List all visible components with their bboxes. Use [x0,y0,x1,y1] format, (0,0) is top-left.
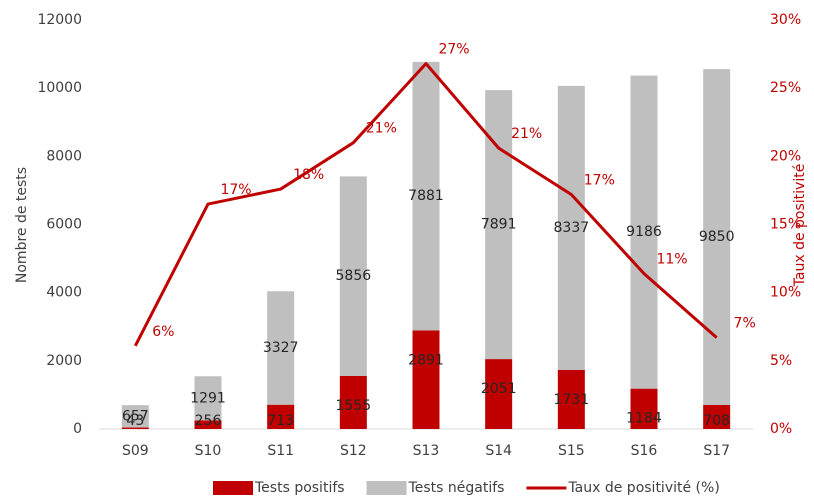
bar-label: 713 [267,413,294,429]
line-label: 11% [656,252,687,268]
legend-label: Taux de positivité (%) [567,480,719,496]
y-tick-label: 0 [73,421,82,437]
bar-label: 1555 [336,398,372,414]
bar-label: 43 [126,413,144,429]
y-tick-label: 10000 [37,80,82,96]
y2-tick-label: 25% [770,80,801,96]
bar [412,330,440,429]
bar [121,405,149,428]
line-label: 17% [220,182,251,198]
legend-swatch [213,481,253,495]
y-tick-label: 12000 [37,12,82,28]
line-label: 7% [734,316,756,332]
bar [121,427,149,429]
y2-tick-label: 10% [770,285,801,301]
bar-label: 9850 [699,229,735,245]
x-tick-label: S16 [631,443,658,459]
bar [703,69,731,405]
y2-tick-label: 30% [770,12,801,28]
bar [194,376,222,421]
bar-label: 5856 [336,268,372,284]
legend-swatch [366,481,407,495]
bar-label: 657 [122,408,149,424]
bar-label: 1291 [190,390,226,406]
bar [339,176,367,377]
bar-label: 3327 [263,340,299,356]
y-axis-title: Nombre de tests [14,167,30,283]
bar [630,388,658,429]
y2-tick-label: 0% [770,421,792,437]
bar [485,359,513,429]
y2-tick-label: 15% [770,217,801,233]
x-tick-label: S12 [340,443,367,459]
bar-label: 7891 [481,217,517,233]
bar [339,376,367,429]
line-label: 21% [511,126,542,142]
x-tick-label: S13 [413,443,440,459]
legend-label: Tests positifs [254,480,345,496]
y-tick-label: 4000 [46,285,82,301]
bar-label: 1731 [554,392,590,408]
x-tick-label: S11 [267,443,294,459]
bar [412,61,440,331]
bar-label: 9186 [626,224,662,240]
y-tick-label: 8000 [46,148,82,164]
bar [557,85,585,371]
bar-label: 708 [703,413,730,429]
y-tick-label: 6000 [46,217,82,233]
y2-tick-label: 5% [770,353,792,369]
y-tick-label: 2000 [46,353,82,369]
line-label: 27% [438,42,469,58]
bar-label: 8337 [554,220,590,236]
x-tick-label: S09 [122,443,149,459]
bar [485,90,513,360]
legend-label: Tests négatifs [408,480,505,496]
x-tick-label: S17 [703,443,730,459]
bar-label: 7881 [408,188,444,204]
x-tick-label: S10 [195,443,222,459]
line-label: 17% [584,173,615,189]
bar [630,75,658,389]
bar [557,370,585,429]
x-tick-label: S15 [558,443,585,459]
bar [194,420,222,429]
bar [703,404,731,429]
line-label: 6% [152,324,174,340]
line [133,62,718,347]
x-tick-label: S14 [485,443,512,459]
bar-label: 2891 [408,352,444,368]
line-label: 18% [293,167,324,183]
y2-tick-label: 20% [770,148,801,164]
line-label: 21% [366,121,397,137]
y2-axis-title: Taux de positivité [792,164,808,288]
bar-label: 256 [195,413,222,429]
bar [267,291,295,405]
bar-label: 1184 [626,411,662,427]
bar-label: 2051 [481,381,517,397]
bar [267,404,295,429]
